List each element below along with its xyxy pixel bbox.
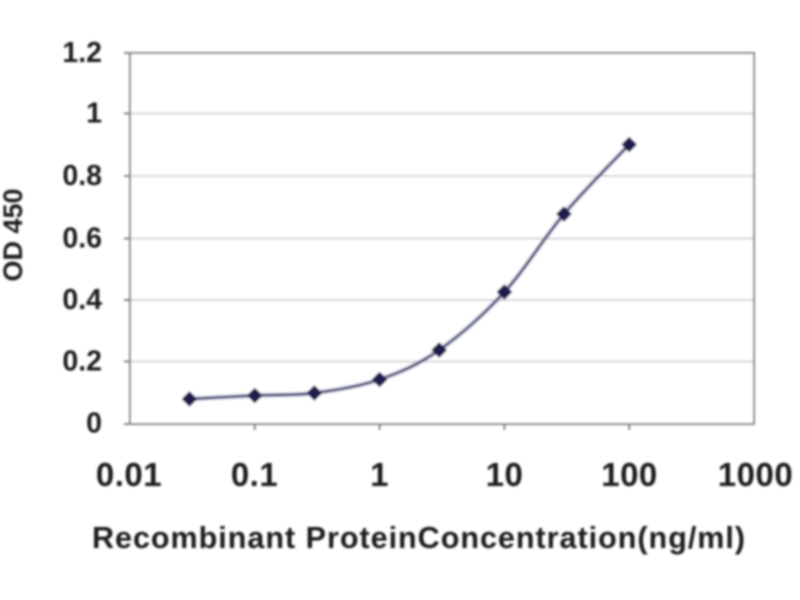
svg-text:100: 100 — [601, 456, 658, 493]
svg-text:1: 1 — [86, 98, 102, 130]
svg-text:Recombinant ProteinConcentrati: Recombinant ProteinConcentration(ng/ml) — [92, 521, 746, 555]
svg-text:0.01: 0.01 — [96, 456, 162, 493]
svg-text:1: 1 — [370, 456, 389, 493]
svg-text:0.2: 0.2 — [62, 346, 102, 378]
svg-text:0.1: 0.1 — [231, 456, 278, 493]
svg-text:10: 10 — [486, 456, 524, 493]
svg-text:0.8: 0.8 — [62, 160, 102, 192]
svg-text:0.6: 0.6 — [62, 223, 102, 255]
svg-text:1.2: 1.2 — [62, 37, 102, 69]
svg-text:0: 0 — [86, 408, 102, 440]
svg-text:OD 450: OD 450 — [0, 188, 28, 281]
svg-text:0.4: 0.4 — [62, 284, 102, 316]
svg-text:1000: 1000 — [718, 456, 793, 493]
